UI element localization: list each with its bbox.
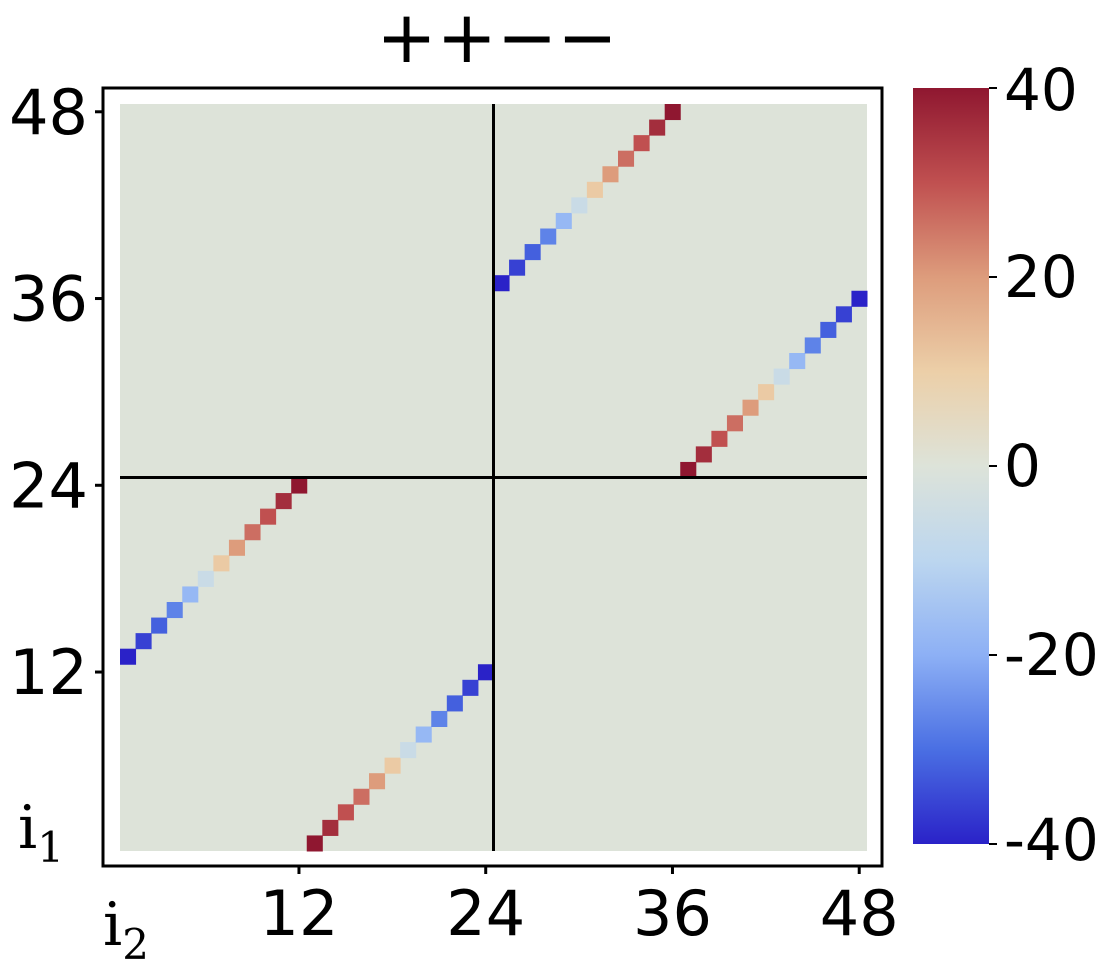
heatmap-cell	[695, 446, 712, 463]
colorbar-tick-label: 0	[1004, 432, 1041, 500]
x-tick-label: 12	[260, 877, 339, 950]
heatmap-cell	[369, 773, 386, 790]
heatmap-cell	[711, 430, 728, 447]
heatmap-cell	[384, 757, 401, 774]
heatmap-cell	[758, 384, 775, 401]
heatmap-cell	[244, 524, 261, 541]
heatmap-cell	[166, 602, 183, 619]
heatmap-cell	[540, 228, 557, 245]
heatmap-cell	[649, 119, 666, 136]
heatmap-cell	[555, 212, 572, 229]
y-tick-label: 12	[9, 636, 88, 709]
heatmap-cell	[291, 477, 308, 494]
colorbar-tick-label: -40	[1004, 806, 1099, 874]
heatmap-cell	[353, 788, 370, 805]
colorbar-tick-label: -20	[1004, 621, 1099, 689]
heatmap-cell	[275, 493, 292, 510]
heatmap-cell	[213, 555, 230, 572]
heatmap-cell	[322, 819, 339, 836]
x-tick-label: 24	[446, 877, 525, 950]
heatmap-cell	[820, 321, 837, 338]
y-axis-label: i1	[18, 793, 64, 872]
heatmap-cell	[618, 150, 635, 167]
heatmap-cell	[633, 135, 650, 152]
heatmap-cell	[804, 337, 821, 354]
heatmap-cell	[509, 259, 526, 276]
heatmap-cell	[151, 617, 168, 634]
y-tick-label: 36	[9, 263, 88, 336]
chart-title: ++−−	[376, 0, 617, 79]
heatmap-cells	[120, 104, 868, 852]
heatmap-cell	[524, 244, 541, 261]
heatmap-cell	[835, 306, 852, 323]
colorbar-ticks: 40 20 0 -20 -40	[989, 56, 1099, 874]
heatmap-cell	[306, 835, 323, 852]
heatmap-cell	[789, 353, 806, 370]
heatmap-cell	[742, 399, 759, 416]
y-axis-ticks: 12 24 36 48	[9, 76, 103, 709]
x-axis-ticks: 12 24 36 48	[260, 866, 899, 950]
heatmap-cell	[462, 679, 479, 696]
x-tick-label: 48	[820, 877, 899, 950]
heatmap-cell	[602, 166, 619, 183]
heatmap-cell	[664, 104, 681, 121]
heatmap-cell	[477, 664, 494, 681]
heatmap-cell	[260, 508, 277, 525]
heatmap-cell	[726, 415, 743, 432]
heatmap-cell	[571, 197, 588, 214]
x-tick-label: 36	[633, 877, 712, 950]
heatmap-cell	[120, 648, 137, 665]
heatmap-cell	[197, 570, 214, 587]
heatmap-cell	[135, 633, 152, 650]
heatmap-cell	[851, 290, 868, 307]
heatmap-cell	[337, 804, 354, 821]
heatmap-cell	[446, 695, 463, 712]
y-tick-label: 24	[9, 449, 88, 522]
heatmap-cell	[586, 181, 603, 198]
heatmap-cell	[680, 461, 697, 478]
y-tick-label: 48	[9, 76, 88, 149]
heatmap-cell	[493, 275, 510, 292]
heatmap-cell	[400, 742, 417, 759]
colorbar	[913, 88, 989, 844]
colorbar-tick-label: 40	[1004, 56, 1078, 124]
heatmap-cell	[415, 726, 432, 743]
heatmap-cell	[228, 539, 245, 556]
colorbar-tick-label: 20	[1004, 243, 1078, 311]
heatmap-cell	[182, 586, 199, 603]
heatmap-cell	[431, 710, 448, 727]
x-axis-label: i2	[103, 890, 149, 965]
heatmap-cell	[773, 368, 790, 385]
